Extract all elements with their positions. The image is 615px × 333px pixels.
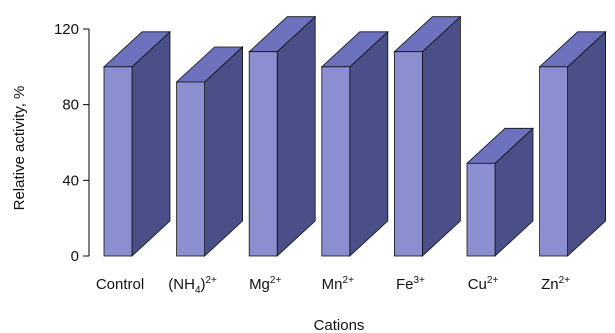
- bar-side: [421, 15, 461, 257]
- x-axis-title: Cations: [314, 317, 365, 333]
- bar-side: [131, 30, 171, 257]
- x-tick-label: (NH4)2+: [168, 275, 217, 296]
- bar-side: [567, 30, 606, 257]
- y-tick-label: 120: [54, 21, 79, 38]
- bar-4: [393, 15, 462, 257]
- bar-3: [320, 30, 389, 257]
- bar-6: [538, 30, 607, 257]
- bar-front: [103, 66, 133, 257]
- x-tick-label: Fe3+: [396, 275, 425, 293]
- bar-front: [539, 66, 568, 257]
- labels: Control (NH4)2+ Mg2+ Mn2+ Fe3+ Cu2+ Zn2+: [96, 275, 570, 296]
- bar-side: [276, 15, 316, 257]
- bars: [102, 15, 607, 257]
- bar-front: [466, 162, 496, 257]
- bar-front: [248, 51, 278, 257]
- bar-0: [102, 30, 172, 257]
- axes: 0 40 80 120: [54, 21, 90, 265]
- bar-side: [204, 46, 244, 257]
- bar-1: [175, 46, 244, 257]
- bar-front: [176, 81, 206, 257]
- y-tick-label: 0: [71, 248, 79, 265]
- y-tick-label: 80: [62, 97, 79, 114]
- x-tick-label: Mn2+: [322, 275, 354, 293]
- bar-front: [321, 66, 351, 257]
- x-tick-label: Zn2+: [541, 275, 570, 293]
- bar-front: [393, 51, 423, 257]
- y-tick-label: 40: [62, 172, 79, 189]
- x-tick-label: Control: [96, 276, 144, 293]
- x-tick-label: Mg2+: [249, 275, 281, 293]
- bar-side: [349, 30, 389, 257]
- y-axis-title: Relative activity, %: [11, 86, 28, 211]
- bar-2: [248, 15, 317, 257]
- bar-5: [465, 127, 535, 257]
- x-tick-label: Cu2+: [468, 275, 499, 293]
